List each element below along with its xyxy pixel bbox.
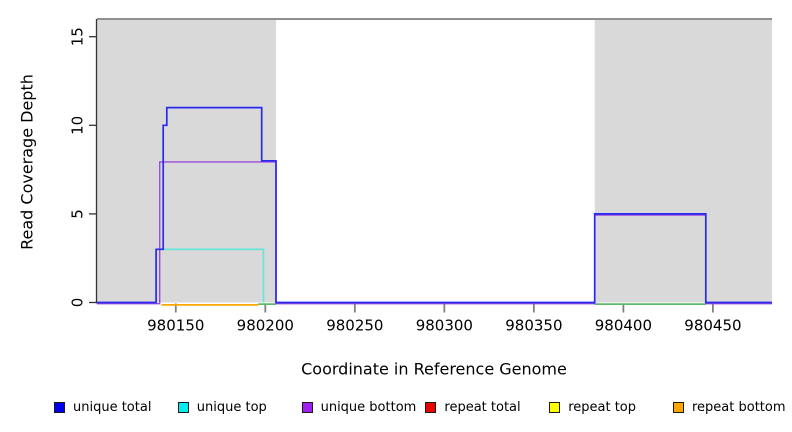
legend-swatch-unique-top	[177, 401, 189, 413]
shaded-region	[97, 19, 277, 303]
legend-label: repeat bottom	[692, 399, 786, 415]
x-tick-label: 980350	[505, 317, 562, 335]
x-tick-label: 980450	[684, 317, 741, 335]
legend-label: unique total	[73, 399, 152, 415]
legend-swatch-repeat-total	[425, 401, 437, 413]
legend-item-repeat-total: repeat total	[425, 396, 521, 418]
legend-swatch-unique-bottom	[301, 401, 313, 413]
y-tick-label: 15	[69, 27, 87, 46]
legend-item-repeat-bottom: repeat bottom	[673, 396, 786, 418]
legend-item-unique-top: unique top	[177, 396, 267, 418]
legend-item-unique-bottom: unique bottom	[301, 396, 417, 418]
legend-label: repeat total	[444, 399, 521, 415]
x-tick-label: 980150	[147, 317, 204, 335]
x-tick-label: 980400	[595, 317, 652, 335]
y-tick-label: 5	[69, 209, 87, 219]
x-axis-label: Coordinate in Reference Genome	[301, 359, 567, 379]
legend-label: repeat top	[568, 399, 636, 415]
legend-label: unique bottom	[320, 399, 417, 415]
y-axis-label: Read Coverage Depth	[17, 74, 37, 250]
x-tick-label: 980300	[416, 317, 473, 335]
x-tick-label: 980200	[237, 317, 294, 335]
legend-item-repeat-top: repeat top	[549, 396, 636, 418]
legend: unique total unique top unique bottom repea…	[0, 396, 792, 422]
legend-swatch-repeat-bottom	[673, 401, 684, 413]
shaded-region	[594, 19, 772, 303]
series-line-unique-total	[97, 106, 772, 304]
legend-label: unique top	[196, 399, 267, 415]
legend-item-unique-total: unique total	[54, 396, 151, 418]
legend-swatch-unique-total	[54, 401, 65, 413]
y-tick-label: 10	[69, 116, 87, 135]
legend-swatch-repeat-top	[549, 401, 561, 413]
y-tick-label: 0	[69, 298, 87, 308]
x-tick-label: 980250	[326, 317, 383, 335]
